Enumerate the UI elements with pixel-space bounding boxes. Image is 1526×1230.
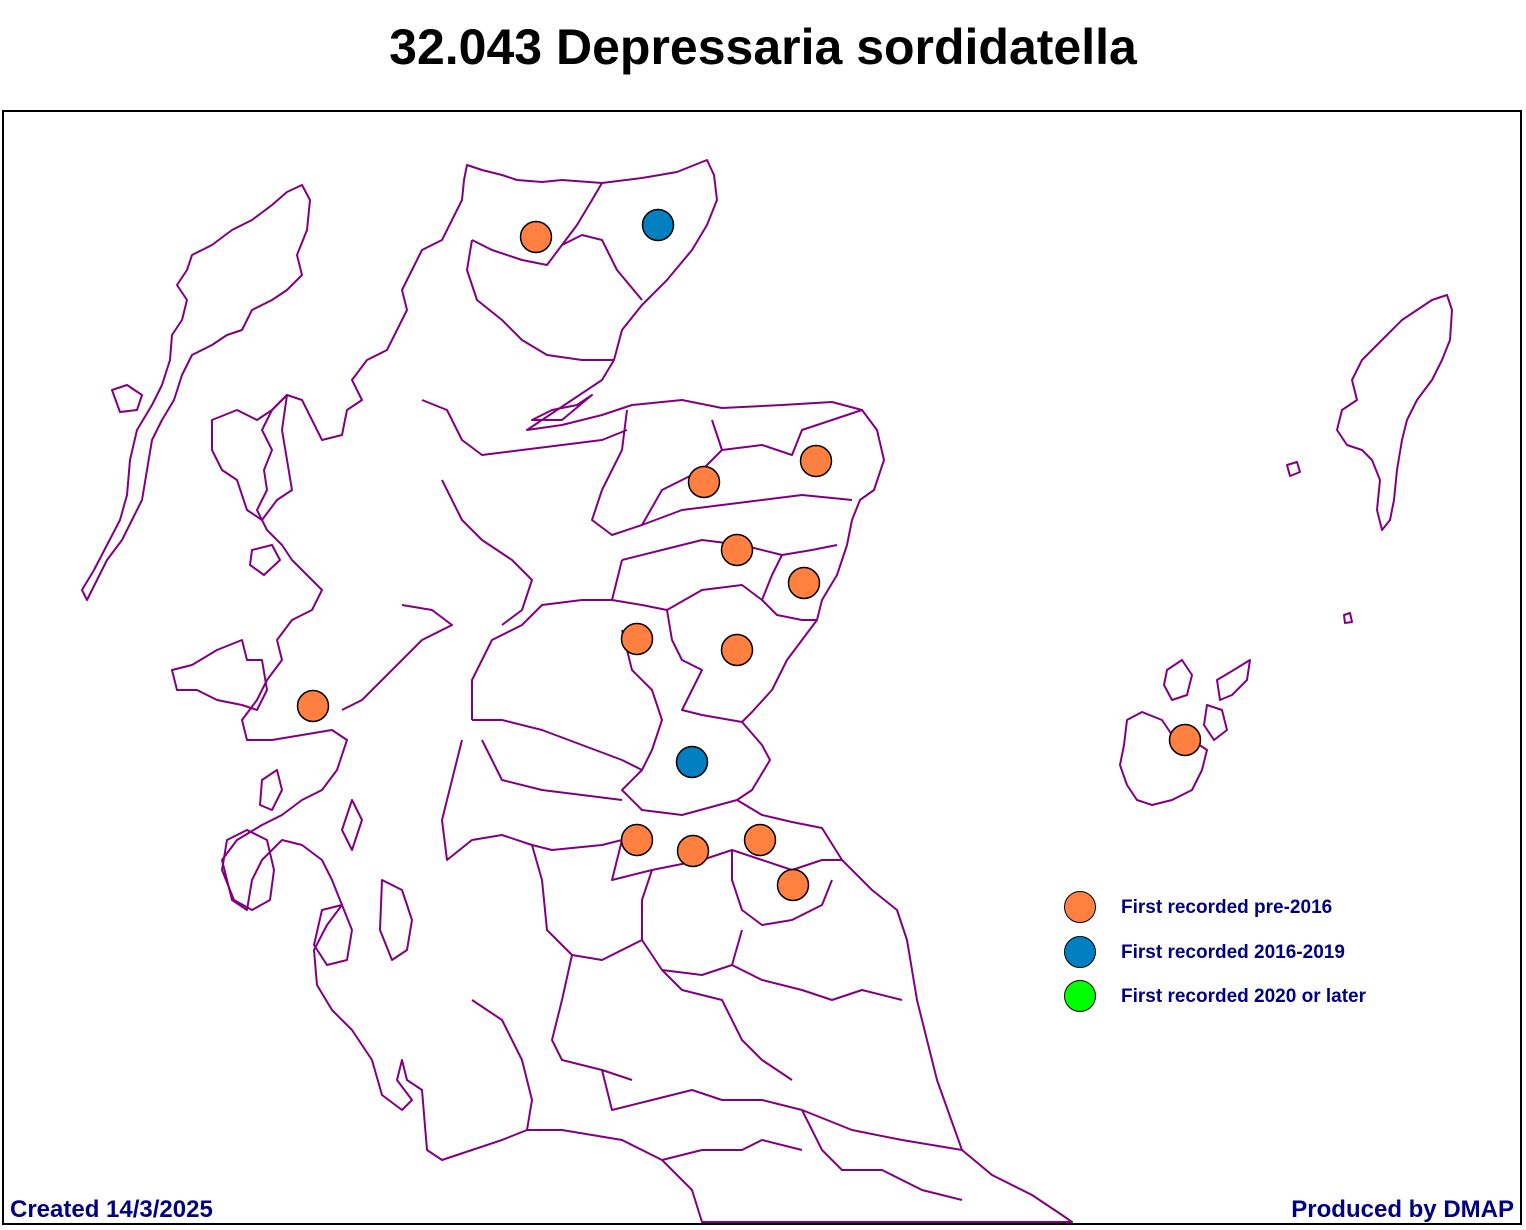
record-dot-pre-2016 xyxy=(720,533,754,567)
vc-boundary xyxy=(472,719,643,771)
vc-boundary xyxy=(531,844,643,961)
shetland xyxy=(1336,294,1453,531)
mainland-coastline xyxy=(221,159,1073,1223)
shetland-isle xyxy=(1286,461,1301,477)
vc-boundary xyxy=(661,1139,803,1161)
jura xyxy=(259,769,283,811)
outer-hebrides xyxy=(81,184,311,601)
vc-boundary xyxy=(591,409,723,536)
vc-boundary xyxy=(551,954,633,1081)
sea-loch xyxy=(379,879,413,961)
outer-hebrides xyxy=(111,384,143,413)
record-dot-2016-2019 xyxy=(641,208,675,242)
coastlines-and-boundaries xyxy=(81,159,1453,1223)
sea-loch xyxy=(341,604,453,711)
record-dot-pre-2016 xyxy=(687,465,721,499)
vc-boundary xyxy=(666,609,743,723)
skye xyxy=(211,394,293,521)
vc-boundary xyxy=(471,234,643,301)
orkney xyxy=(1163,659,1193,701)
record-dot-pre-2016 xyxy=(620,622,654,656)
vc-boundary xyxy=(641,494,853,526)
legend-label: First recorded 2020 or later xyxy=(1121,986,1366,1007)
vc-boundary xyxy=(801,1109,963,1201)
record-dot-pre-2016 xyxy=(676,834,710,868)
map-frame xyxy=(2,110,1522,1225)
mull xyxy=(171,639,268,711)
record-dot-pre-2016 xyxy=(620,823,654,857)
fair-isle xyxy=(1343,612,1353,624)
vc-boundary xyxy=(611,584,763,611)
record-dot-pre-2016 xyxy=(720,633,754,667)
map-title: 32.043 Depressaria sordidatella xyxy=(389,19,1137,75)
record-dot-pre-2016 xyxy=(743,823,777,857)
vc-boundary xyxy=(661,969,793,1081)
islay xyxy=(221,829,275,911)
record-dot-pre-2016 xyxy=(799,444,833,478)
vc-boundary xyxy=(761,554,817,621)
legend-label: First recorded 2016-2019 xyxy=(1121,942,1345,963)
vc-boundary xyxy=(471,999,533,1131)
legend-label: First recorded pre-2016 xyxy=(1121,897,1333,918)
vc-boundary xyxy=(561,182,603,246)
vc-boundary xyxy=(731,964,903,1001)
vc-boundary xyxy=(601,1069,963,1151)
vc-boundary xyxy=(441,479,533,626)
vc-boundary xyxy=(466,239,614,361)
created-date: Created 14/3/2025 xyxy=(10,1196,213,1223)
vc-boundary xyxy=(471,559,623,720)
rum xyxy=(249,544,281,576)
record-dot-pre-2016 xyxy=(787,566,821,600)
record-dots xyxy=(296,208,1202,902)
sea-loch xyxy=(531,394,593,421)
vc-boundary xyxy=(731,850,833,926)
orkney xyxy=(1119,711,1208,806)
record-dot-pre-2016 xyxy=(776,868,810,902)
record-dot-2016-2019 xyxy=(675,745,709,779)
sea-loch xyxy=(341,799,363,851)
record-dot-pre-2016 xyxy=(1168,723,1202,757)
record-dot-pre-2016 xyxy=(296,689,330,723)
vc-boundary xyxy=(621,629,738,816)
arran xyxy=(313,904,353,966)
vc-boundary xyxy=(641,869,743,976)
vc-boundary xyxy=(441,739,623,861)
blue-dot-icon xyxy=(1064,936,1096,968)
orkney xyxy=(1203,704,1228,741)
vc-boundary xyxy=(481,739,623,801)
map-canvas xyxy=(81,159,1453,1223)
record-dot-pre-2016 xyxy=(519,220,553,254)
green-dot-icon xyxy=(1064,980,1096,1012)
produced-by: Produced by DMAP xyxy=(1291,1196,1514,1223)
vc-boundary xyxy=(421,399,628,456)
orkney xyxy=(1216,659,1251,701)
vc-boundary xyxy=(721,409,863,456)
orange-dot-icon xyxy=(1064,891,1096,923)
